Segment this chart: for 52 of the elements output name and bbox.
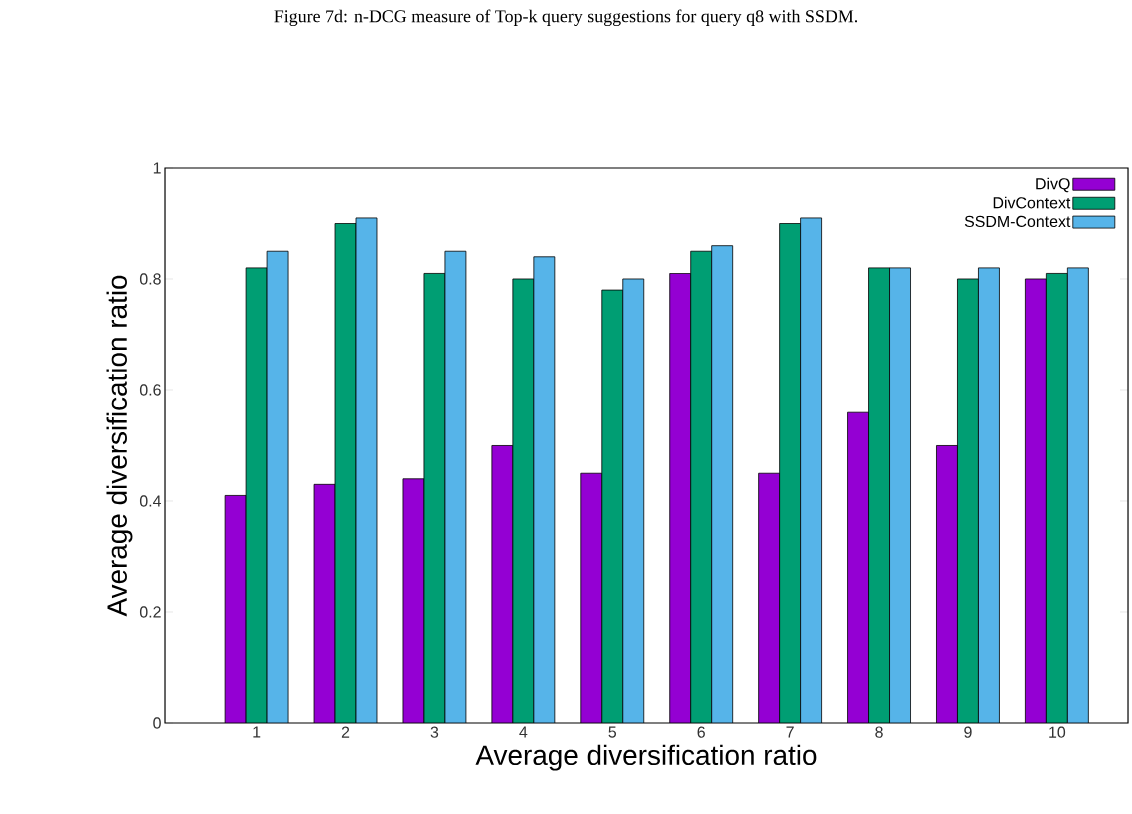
bar	[335, 223, 357, 723]
y-axis-title: Average diversification ratio	[106, 275, 133, 617]
bar	[669, 273, 691, 723]
bar	[423, 273, 445, 723]
x-tick-label: 8	[875, 726, 883, 738]
bar	[978, 267, 1000, 723]
x-tick-label: 7	[786, 726, 794, 738]
bar	[533, 256, 555, 723]
bar	[444, 251, 466, 723]
bar	[1025, 278, 1047, 723]
bar	[758, 473, 780, 723]
bar	[690, 251, 712, 723]
bar	[800, 217, 822, 723]
bar	[779, 223, 801, 723]
bar	[512, 278, 534, 723]
bar	[1066, 267, 1089, 723]
bar	[246, 267, 268, 723]
x-tick-label: 10	[1049, 726, 1066, 738]
bar	[580, 473, 602, 723]
legend-label: SSDM-Context	[964, 215, 1071, 228]
bar	[847, 412, 869, 723]
x-tick-label: 9	[964, 726, 972, 738]
bar	[1045, 273, 1068, 723]
bar	[314, 484, 336, 723]
bar	[601, 290, 623, 723]
bar	[225, 495, 247, 723]
legend-label: DivContext	[993, 196, 1071, 209]
chart-title: Figure 7d: n-DCG measure of Top-k query suggestions for query q8 with SSDM.	[274, 9, 858, 27]
bar	[491, 445, 513, 723]
y-tick-label: 1	[153, 162, 161, 174]
bar	[868, 267, 890, 723]
y-tick-label: 0	[153, 717, 161, 729]
y-tick-label: 0.2	[139, 606, 161, 618]
bar	[356, 217, 377, 723]
x-axis-title: Average diversification ratio	[475, 744, 817, 771]
x-tick-label: 4	[519, 726, 528, 738]
bar	[711, 245, 733, 723]
x-tick-label: 6	[697, 726, 705, 738]
bar	[402, 478, 424, 723]
x-tick-label: 3	[430, 726, 439, 738]
x-tick-label: 5	[608, 726, 617, 738]
bar	[622, 278, 644, 723]
bar	[936, 445, 958, 723]
y-tick-label: 0.4	[139, 495, 162, 507]
bar	[957, 278, 979, 723]
y-tick-label: 0.8	[139, 273, 161, 285]
bar	[267, 251, 289, 723]
x-tick-label: 1	[253, 726, 261, 738]
y-tick-label: 0.6	[139, 384, 161, 396]
bar	[889, 267, 911, 723]
legend-label: DivQ	[1036, 177, 1070, 193]
x-tick-label: 2	[341, 726, 350, 738]
